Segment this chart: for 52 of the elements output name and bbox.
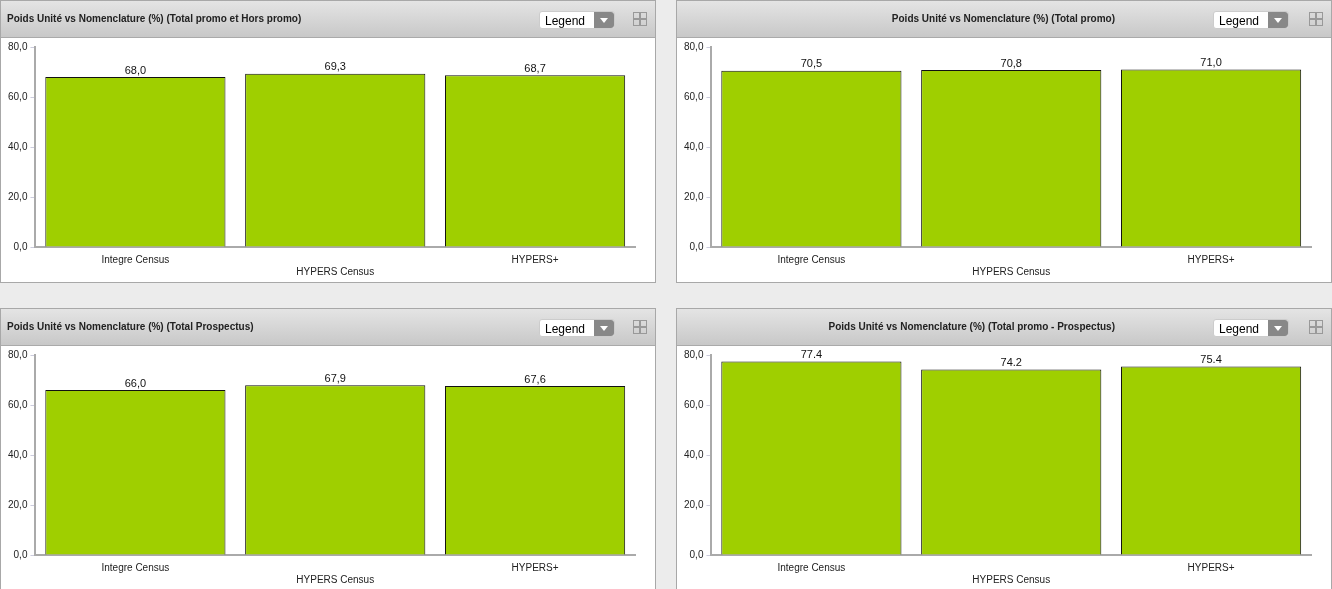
x-tick-label: Integre Census xyxy=(101,253,170,265)
chart-title: Poids Unité vs Nomenclature (%) (Total promo) xyxy=(891,13,1115,24)
data-label: 67,9 xyxy=(324,371,346,384)
x-tick-label: HYPERS+ xyxy=(511,253,559,265)
y-tick-label: 40,0 xyxy=(7,140,28,152)
data-label: 74.2 xyxy=(1000,356,1022,369)
y-tick-label: 40,0 xyxy=(683,448,704,460)
dropdown-field: Legend xyxy=(1213,319,1289,337)
data-label: 67,6 xyxy=(524,372,546,385)
y-tick-label: 40,0 xyxy=(7,448,28,460)
x-tick-label: Integre Census xyxy=(777,253,846,265)
data-label: 77.4 xyxy=(800,348,823,361)
y-tick-label: 0,0 xyxy=(13,548,28,560)
data-label: 75.4 xyxy=(1200,353,1222,366)
x-tick-label: HYPERS Census xyxy=(296,265,375,277)
x-tick-label: HYPERS+ xyxy=(1187,253,1235,265)
y-tick-label: 80,0 xyxy=(7,40,28,52)
data-label: 70,8 xyxy=(1000,56,1022,69)
dropdown-field: Legend xyxy=(1213,11,1289,29)
data-label: 70,5 xyxy=(800,57,823,70)
x-tick-label: HYPERS+ xyxy=(511,561,559,573)
chart-title: Poids Unité vs Nomenclature (%) (Total promo - Prospectus) xyxy=(828,321,1115,332)
dropdown-field: Legend xyxy=(539,319,615,337)
y-tick-label: 60,0 xyxy=(7,398,28,410)
y-tick-label: 80,0 xyxy=(683,348,704,360)
y-tick-label: 60,0 xyxy=(683,90,704,102)
y-tick-label: 20,0 xyxy=(683,190,704,202)
dropdown-field: Legend xyxy=(539,11,615,29)
y-tick-label: 0,0 xyxy=(689,548,704,560)
y-tick-label: 40,0 xyxy=(683,140,704,152)
x-tick-label: HYPERS+ xyxy=(1187,561,1235,573)
data-label: 66,0 xyxy=(124,376,147,389)
data-label: 71,0 xyxy=(1200,56,1222,69)
y-tick-label: 80,0 xyxy=(683,40,704,52)
data-label: 68,0 xyxy=(124,63,147,76)
x-tick-label: Integre Census xyxy=(101,561,170,573)
y-tick-label: 20,0 xyxy=(683,498,704,510)
y-tick-label: 20,0 xyxy=(7,498,28,510)
y-tick-label: 20,0 xyxy=(7,190,28,202)
data-label: 69,3 xyxy=(324,60,346,73)
x-tick-label: Integre Census xyxy=(777,561,846,573)
chart-title: Poids Unité vs Nomenclature (%) (Total Prospectus) xyxy=(7,321,254,332)
y-tick-label: 0,0 xyxy=(689,240,704,252)
y-tick-label: 80,0 xyxy=(7,348,28,360)
chart-title: Poids Unité vs Nomenclature (%) (Total promo et Hors promo) xyxy=(7,13,302,24)
y-tick-label: 60,0 xyxy=(7,90,28,102)
x-tick-label: HYPERS Census xyxy=(972,573,1051,585)
y-tick-label: 60,0 xyxy=(683,398,704,410)
x-tick-label: HYPERS Census xyxy=(972,265,1051,277)
data-label: 68,7 xyxy=(524,61,546,74)
y-tick-label: 0,0 xyxy=(13,240,28,252)
x-tick-label: HYPERS Census xyxy=(296,573,375,585)
